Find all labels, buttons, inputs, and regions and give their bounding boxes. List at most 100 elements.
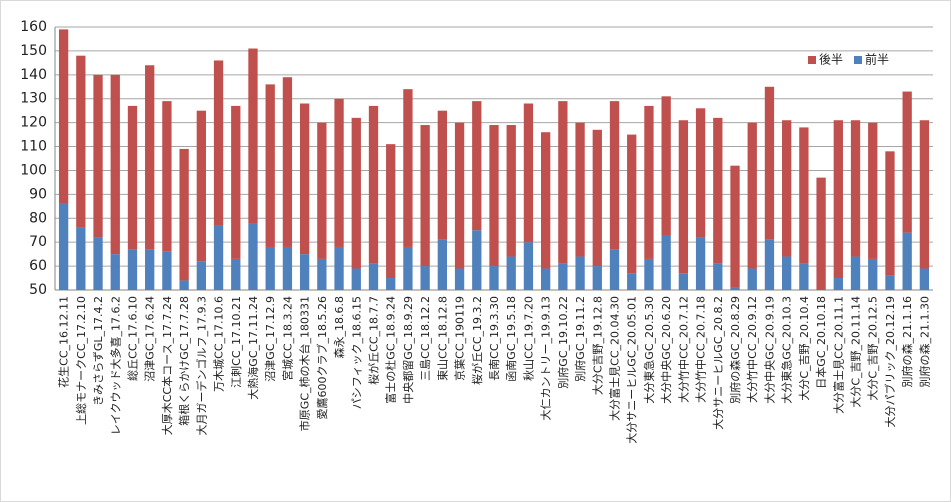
bar-segment	[730, 165, 740, 288]
x-tick-label: 別府GC_19.11.2	[573, 296, 587, 382]
bar-segment	[713, 263, 723, 290]
x-tick-label: 大分サニーヒルGC_20.8.2	[711, 296, 725, 430]
bar-segment	[627, 134, 637, 274]
bar-segment	[575, 256, 585, 290]
x-tick-label: 宮城CC_18.3.24	[280, 296, 294, 381]
legend-swatch	[854, 56, 862, 64]
bar-segment	[145, 65, 155, 250]
bar-segment	[403, 89, 413, 247]
bar-segment	[351, 268, 361, 290]
x-tick-label: 沼津GC_17.6.24	[143, 296, 157, 382]
bar-segment	[317, 258, 327, 290]
bar-segment	[627, 273, 637, 290]
legend-label: 後半	[819, 53, 843, 67]
bar-segment	[885, 275, 895, 290]
x-tick-label: 中央都留GC_18.9.29	[402, 296, 415, 404]
y-tick-label: 70	[29, 234, 47, 250]
bar-segment	[179, 148, 189, 281]
bar-segment	[730, 287, 740, 290]
x-tick-label: 大分東急GC_20.5.30	[642, 296, 656, 404]
bar-segment	[833, 120, 843, 279]
bar-segment	[334, 246, 344, 290]
bar-segment	[58, 203, 69, 290]
x-tick-label: 三島CC_18.12.2	[418, 296, 432, 381]
x-tick-label: 大月ガーデンゴルフ_17.9.3	[194, 296, 208, 436]
bar-segment	[196, 110, 206, 262]
x-tick-label: 桜が丘CC_19.3.2	[470, 296, 484, 385]
y-tick-label: 120	[20, 115, 47, 131]
x-tick-label: 函南GC_19.5.18	[505, 296, 518, 382]
bar-segment	[179, 280, 189, 290]
bar-segment	[351, 117, 361, 269]
bar-segment	[506, 125, 516, 257]
bar-segment	[540, 268, 551, 290]
x-tick-label: パシフィック_18.6.15	[350, 296, 363, 409]
bar-segment	[58, 29, 69, 204]
bar-segment	[386, 144, 396, 279]
bar-segment	[816, 177, 826, 290]
bar-segment	[799, 263, 809, 290]
bar-segment	[747, 268, 757, 290]
legend-swatch	[808, 56, 816, 64]
x-tick-label: 桜が丘CC_18.7.7	[366, 296, 380, 385]
bar-segment	[110, 74, 120, 255]
bar-segment	[850, 256, 861, 290]
bar-segment	[747, 122, 757, 269]
bar-segment	[368, 263, 379, 290]
bar-segment	[282, 77, 293, 247]
bar-segment	[248, 48, 258, 224]
bar-segment	[592, 266, 602, 290]
bar-segment	[437, 110, 448, 240]
x-tick-label: 別府の森_21.1.16	[900, 296, 914, 388]
bar-segment	[558, 263, 568, 290]
legend-label: 前半	[865, 52, 889, 67]
bar-segment	[265, 246, 275, 290]
bar-segment	[678, 273, 689, 290]
x-tick-label: 大分C吉野_19.12.8	[590, 296, 604, 395]
y-tick-label: 90	[29, 186, 47, 202]
x-tick-label: 大分竹中CC_20.9.12	[745, 296, 759, 403]
y-tick-label: 100	[20, 162, 47, 178]
bar-segment	[489, 125, 499, 267]
x-tick-label: 万木城CC_17.10.6	[213, 296, 226, 392]
x-tick-label: 大分富士見CC_20.11.1	[831, 296, 845, 414]
x-tick-label: 江刺CC_17.10.21	[230, 296, 243, 388]
x-tick-label: 長南CC_19.3.30	[488, 296, 501, 381]
bar-segment	[695, 108, 706, 238]
bar-segment	[282, 246, 293, 290]
x-tick-label: 大分富士見CC_20.04.30	[608, 296, 622, 421]
x-tick-label: 別府の森GC_20.8.29	[728, 296, 742, 404]
x-tick-label: 日本GC_20.10.18	[814, 296, 828, 389]
x-tick-label: 花生CC_16.12.11	[57, 296, 71, 388]
bar-segment	[558, 101, 568, 264]
bar-segment	[885, 151, 895, 276]
bar-segment	[472, 230, 482, 290]
bar-segment	[782, 120, 792, 257]
x-tick-label: 大分パブリック_20.12.19	[883, 296, 897, 427]
bar-segment	[231, 105, 241, 259]
x-tick-label: 東山CC_18.12.8	[436, 296, 449, 381]
bar-segment	[403, 246, 413, 290]
bar-segment	[575, 122, 585, 257]
x-tick-label: 大分C_吉野_20.12.5	[866, 296, 880, 401]
bar-segment	[454, 122, 465, 269]
bar-segment	[644, 258, 654, 290]
bar-segment	[420, 125, 430, 267]
bar-segment	[76, 227, 86, 290]
bar-segment	[919, 268, 930, 290]
x-tick-label: 大分サニーヒルGC_20.05.01	[625, 296, 639, 444]
bar-segment	[420, 266, 430, 290]
bar-segment	[799, 127, 809, 264]
bar-segment	[454, 268, 465, 290]
x-tick-label: 総丘CC_17.6.10	[125, 296, 139, 381]
x-tick-label: 大分竹中CC_20.7.18	[694, 296, 708, 403]
bar-segment	[764, 239, 775, 290]
bar-segment	[162, 251, 172, 290]
x-tick-label: 森永_18.6.8	[332, 296, 346, 359]
bar-segment	[678, 120, 689, 274]
x-tick-label: 別府GC_19.10.22	[556, 296, 570, 389]
bar-segment	[299, 103, 310, 255]
bar-segment	[213, 60, 224, 226]
bar-segment	[868, 258, 878, 290]
x-tick-label: 大分中央GC_20.6.20	[659, 296, 673, 404]
